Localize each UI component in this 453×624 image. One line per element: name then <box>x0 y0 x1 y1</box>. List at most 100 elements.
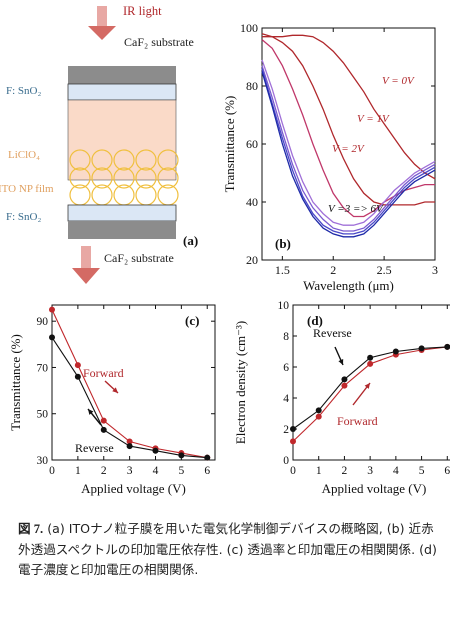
substrate-bottom-label: CaF₂ substrate <box>104 251 174 265</box>
series-line-6 <box>261 71 436 238</box>
y-axis-label: Transmittance (%) <box>8 334 23 431</box>
caf2-bottom-layer <box>68 221 176 239</box>
y-tick-label: 50 <box>37 409 49 421</box>
y-tick-label: 100 <box>240 21 258 35</box>
chart-transmittance-voltage: 0 1 2 3 4 5 6 30 50 70 90 Applied voltage (V) Transm… <box>8 304 216 496</box>
caption-text: (a) ITOナノ粒子膜を用いた電気化学制御デバイスの概略図, (b) 近赤外透… <box>18 521 437 577</box>
x-axis-label: Applied voltage (V) <box>81 481 186 496</box>
ir-light-label: IR light <box>123 4 162 18</box>
panel-a-tag: (a) <box>183 233 198 248</box>
x-tick-label: 5 <box>419 465 425 477</box>
x-tick-label: 4 <box>393 465 399 477</box>
annotation-arrowhead <box>88 409 94 415</box>
data-point <box>74 373 81 380</box>
data-point <box>341 376 348 383</box>
x-tick-label: 3 <box>367 465 373 477</box>
fto-bottom-layer <box>67 204 177 222</box>
y-tick-label: 40 <box>246 195 258 209</box>
y-tick-label: 0 <box>283 455 289 467</box>
x-axis-label: Applied voltage (V) <box>322 481 427 496</box>
y-tick-label: 8 <box>283 331 289 343</box>
series-line-1 <box>261 33 435 206</box>
ir-arrow-bottom <box>72 246 100 284</box>
data-point <box>290 438 296 445</box>
y-tick-label: 4 <box>283 393 289 405</box>
x-tick-label: 5 <box>178 465 184 477</box>
substrate-top-label: CaF₂ substrate <box>124 35 194 49</box>
panel-tag: (d) <box>307 313 323 328</box>
data-point <box>100 417 107 424</box>
y-tick-label: 60 <box>246 137 258 151</box>
annotation-label: Forward <box>337 414 378 428</box>
y-axis-label: Electron density (cm⁻³) <box>233 321 248 444</box>
y-tick-label: 20 <box>246 253 258 267</box>
fto-top-layer <box>67 83 177 101</box>
x-axis-label: Wavelength (μm) <box>303 278 394 293</box>
y-tick-label: 6 <box>283 362 289 374</box>
x-tick-label: 3 <box>127 465 133 477</box>
data-point <box>315 413 322 420</box>
data-point <box>74 362 81 369</box>
series-line-0 <box>262 34 436 180</box>
series-line-4 <box>261 65 436 232</box>
annotation-arrowhead <box>364 383 370 389</box>
y-axis-label: Transmittance (%) <box>222 96 237 193</box>
x-tick-label: 6 <box>444 465 450 477</box>
x-tick-label: 2 <box>101 465 107 477</box>
series-line-3 <box>261 59 436 226</box>
panel-tag: (c) <box>185 313 199 328</box>
x-tick-label: 3 <box>432 263 438 277</box>
x-tick-label: 0 <box>290 465 296 477</box>
series-line-0 <box>51 309 208 459</box>
data-point <box>341 382 348 389</box>
data-point <box>126 443 133 450</box>
x-tick-label: 0 <box>49 465 55 477</box>
ir-arrow-top <box>88 6 116 40</box>
device-schematic: IR light CaF₂ substrate F: SnO₂ LiClO₄ I… <box>0 4 198 284</box>
data-point <box>49 306 55 313</box>
panel-tag: (b) <box>275 236 291 251</box>
electrolyte-layer <box>67 99 177 181</box>
data-point <box>126 438 133 445</box>
series-line-5 <box>261 68 436 235</box>
data-point <box>152 447 159 454</box>
y-tick-label: 90 <box>37 316 49 328</box>
y-tick-label: 10 <box>278 300 290 312</box>
data-point <box>204 454 211 461</box>
annotation-label: V = 2V <box>332 143 365 155</box>
y-tick-label: 2 <box>283 424 289 436</box>
figure-caption: 図 7. (a) ITOナノ粒子膜を用いた電気化学制御デバイスの概略図, (b)… <box>18 519 438 581</box>
fto-top-label: F: SnO₂ <box>6 85 41 97</box>
data-point <box>418 345 425 352</box>
x-tick-label: 2 <box>330 263 336 277</box>
annotation-label: Reverse <box>313 326 352 340</box>
data-point <box>367 354 374 361</box>
y-tick-label: 80 <box>246 79 258 93</box>
data-point <box>392 348 399 355</box>
data-point <box>178 452 185 459</box>
data-point <box>290 426 296 432</box>
chart-electron-density: 0 1 2 3 4 5 6 0 2 4 6 8 10 Applied voltage (V) Electro… <box>233 300 450 496</box>
chart-transmittance-spectra: 1.5 2 2.5 3 20 40 60 80 100 Wavelength (μm) Transm… <box>222 21 438 293</box>
caf2-top-layer <box>68 66 176 84</box>
y-tick-label: 30 <box>37 455 49 467</box>
annotation-label: V =3 => 6V <box>328 203 384 215</box>
annotation-label: V = 1V <box>357 113 390 125</box>
x-tick-label: 4 <box>153 465 159 477</box>
plot-frame <box>51 304 216 461</box>
plot-frame <box>292 304 450 461</box>
annotation-label: Forward <box>83 366 124 380</box>
data-point <box>315 407 322 414</box>
annotation-arrowhead <box>338 359 344 365</box>
electrolyte-label: LiClO₄ <box>8 149 40 161</box>
series-line-2 <box>261 39 435 218</box>
x-tick-label: 1 <box>75 465 81 477</box>
data-point <box>444 343 450 350</box>
figure-number: 図 7. <box>18 522 44 536</box>
annotation-label: Reverse <box>75 441 114 455</box>
fto-bottom-label: F: SnO₂ <box>6 211 41 223</box>
x-tick-label: 1.5 <box>275 263 290 277</box>
data-point <box>49 334 55 341</box>
x-tick-label: 1 <box>316 465 322 477</box>
x-tick-label: 6 <box>204 465 210 477</box>
